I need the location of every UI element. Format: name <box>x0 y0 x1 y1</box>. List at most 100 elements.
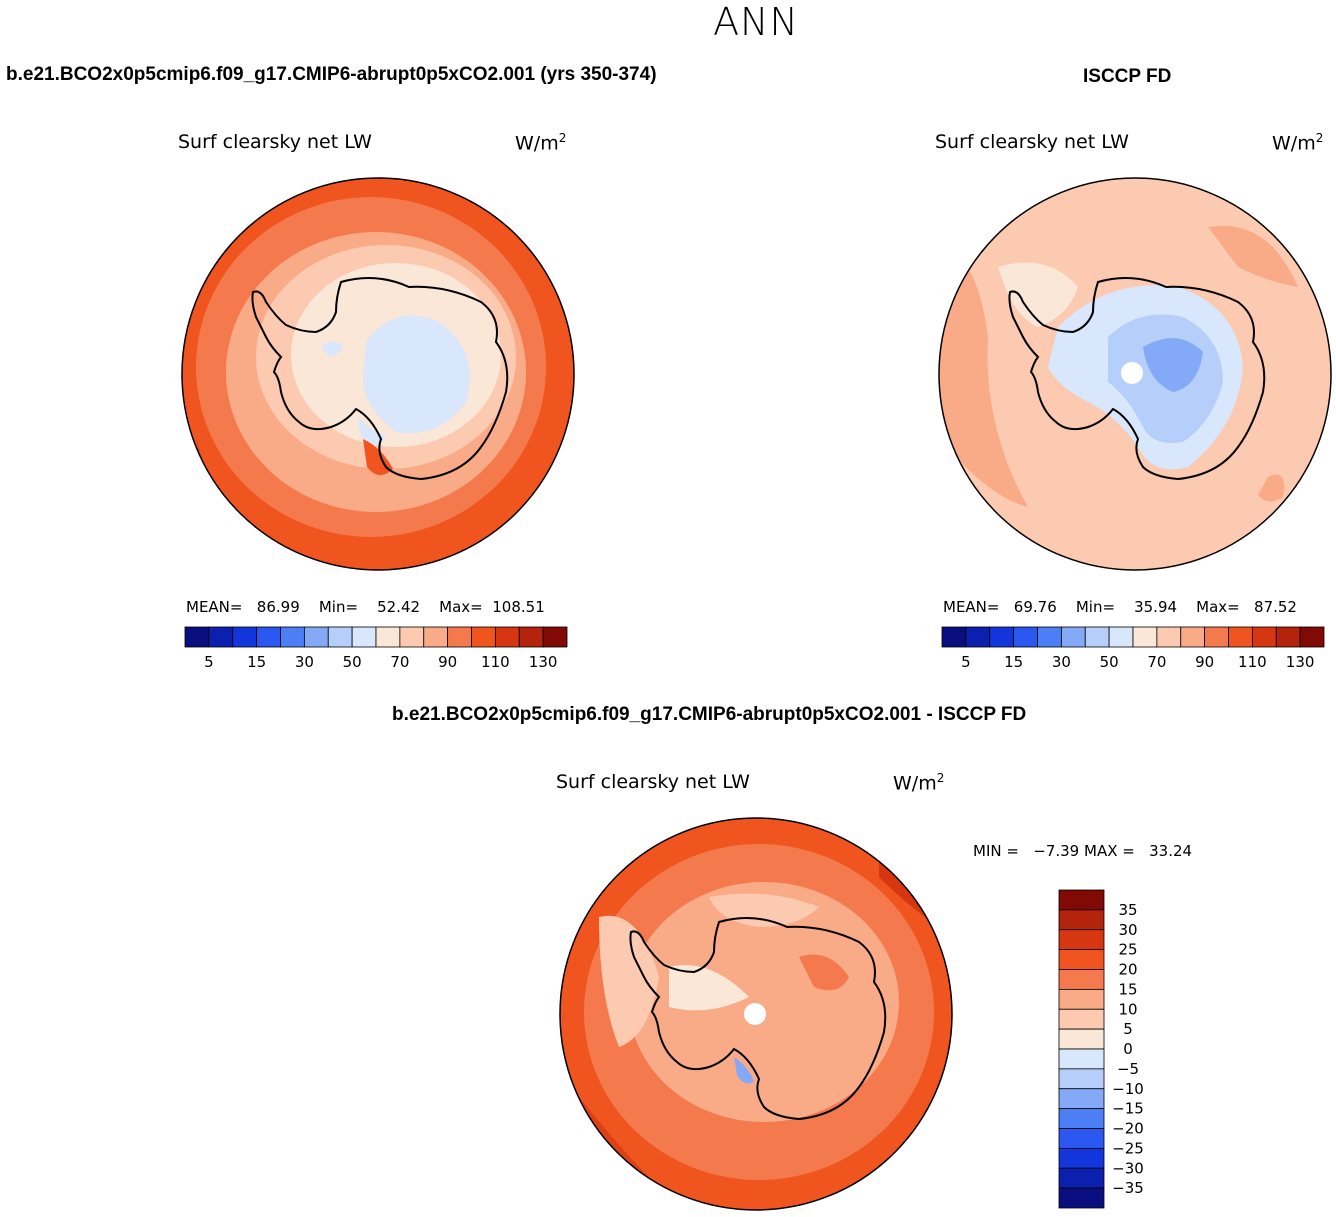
model-units-label: W/m2 <box>515 131 567 155</box>
colorbar-tick-label: 0 <box>1123 1040 1133 1058</box>
colorbar-box <box>989 626 1015 648</box>
colorbar-box <box>1058 1187 1105 1209</box>
colorbar-box <box>1084 626 1110 648</box>
colorbar-tick-label: 30 <box>295 653 314 671</box>
colorbar-tick-label: −25 <box>1112 1139 1144 1157</box>
colorbar-tick-label: 20 <box>1118 961 1137 979</box>
colorbar-box <box>1251 626 1277 648</box>
colorbar-box <box>1058 1128 1105 1149</box>
colorbar-tick-label: 35 <box>1118 901 1137 919</box>
colorbar-tick-label: 90 <box>438 653 457 671</box>
colorbar-tick-label: 90 <box>1195 653 1214 671</box>
colorbar-tick-label: 70 <box>1147 653 1166 671</box>
field-band <box>1143 338 1203 392</box>
model-stats: MEAN= 86.99 Min= 52.42 Max= 108.51 <box>186 598 545 616</box>
colorbar-box <box>518 626 544 648</box>
colorbar-tick-label: 30 <box>1118 921 1137 939</box>
colorbar-box <box>471 626 496 648</box>
coastline <box>629 917 887 1121</box>
model-map <box>181 177 575 571</box>
field-band <box>599 915 659 1047</box>
diff-field-label: Surf clearsky net LW <box>556 771 750 793</box>
colorbar-box <box>280 626 305 648</box>
field-band <box>734 1057 754 1084</box>
pole-hole <box>744 1003 766 1025</box>
colorbar-box <box>542 626 568 648</box>
map-boundary <box>559 817 953 1211</box>
colorbar-box <box>1058 1088 1105 1110</box>
diff-map <box>559 817 953 1211</box>
colorbar-box <box>1058 889 1105 911</box>
colorbar-box <box>1275 626 1301 648</box>
colorbar-tick-label: 15 <box>1004 653 1023 671</box>
colorbar-box <box>1013 626 1038 648</box>
model-case-title: b.e21.BCO2x0p5cmip6.f09_g17.CMIP6-abrupt… <box>6 64 657 85</box>
diff-units-label: W/m2 <box>893 771 945 795</box>
colorbar-box <box>1228 626 1253 648</box>
colorbar-box <box>208 626 234 648</box>
field-band <box>1208 225 1298 287</box>
colorbar-box <box>232 626 258 648</box>
colorbar-tick-label: 15 <box>1118 980 1137 998</box>
colorbar-tick-label: 70 <box>390 653 409 671</box>
colorbar-box <box>256 626 281 648</box>
colorbar-box <box>1108 626 1134 648</box>
field-band <box>629 882 899 1122</box>
field-band <box>358 417 386 446</box>
coastline <box>1008 277 1266 481</box>
field-band <box>998 262 1078 327</box>
colorbar-box <box>1037 626 1062 648</box>
colorbar-tick-label: −20 <box>1112 1120 1144 1138</box>
colorbar-box <box>1058 988 1105 1010</box>
colorbar-tick-label: 130 <box>1286 653 1315 671</box>
coastline <box>251 277 509 481</box>
obs-units-label: W/m2 <box>1272 131 1324 155</box>
colorbar-tick-label: 110 <box>1238 653 1267 671</box>
map-boundary <box>938 177 1332 571</box>
colorbar-tick-label: 10 <box>1118 1000 1137 1018</box>
colorbar-tick-label: 5 <box>1123 1020 1133 1038</box>
colorbar-box <box>447 626 472 648</box>
colorbar-tick-label: −5 <box>1117 1060 1139 1078</box>
pole-hole <box>1121 362 1143 384</box>
colorbar-tick-label: 5 <box>961 653 971 671</box>
colorbar-tick-label: 30 <box>1052 653 1071 671</box>
colorbar-box <box>1058 1167 1105 1189</box>
colorbar-box <box>1058 1108 1105 1129</box>
colorbar-box <box>1058 1028 1105 1050</box>
colorbar-tick-label: 50 <box>343 653 362 671</box>
colorbar-tick-label: 15 <box>247 653 266 671</box>
field-band <box>1258 474 1284 502</box>
colorbar-box <box>941 626 967 648</box>
colorbar-box <box>1058 1068 1105 1090</box>
model-field-label: Surf clearsky net LW <box>178 131 372 153</box>
colorbar-box <box>351 626 377 648</box>
colorbar-box <box>1058 909 1105 931</box>
field-band <box>321 341 343 357</box>
colorbar-tick-label: 110 <box>481 653 510 671</box>
colorbar-box <box>1058 1048 1105 1070</box>
colorbar-tick-label: 50 <box>1100 653 1119 671</box>
colorbar-tick-label: −10 <box>1112 1080 1144 1098</box>
obs-map <box>938 177 1332 571</box>
model-colorbar: 5 15 30 50 70 90 110 130 <box>184 626 568 671</box>
season-title: ANN <box>713 0 799 44</box>
diff-case-title: b.e21.BCO2x0p5cmip6.f09_g17.CMIP6-abrupt… <box>392 704 1027 725</box>
colorbar-tick-label: −30 <box>1112 1159 1144 1177</box>
map-boundary <box>181 177 575 571</box>
colorbar-box <box>1156 626 1182 648</box>
colorbar-tick-label: −15 <box>1112 1100 1144 1118</box>
colorbar-box <box>1204 626 1229 648</box>
field-band <box>799 954 849 991</box>
colorbar-box <box>1060 626 1086 648</box>
field-band <box>451 197 531 257</box>
colorbar-box <box>375 626 401 648</box>
colorbar-box <box>303 626 329 648</box>
colorbar-box <box>1180 626 1206 648</box>
colorbar-box <box>327 626 353 648</box>
obs-colorbar: 5 15 30 50 70 90 110 130 <box>941 626 1325 671</box>
colorbar-box <box>1058 969 1105 990</box>
diff-stats: MIN = −7.39 MAX = 33.24 <box>973 842 1193 860</box>
colorbar-box <box>1058 1008 1105 1030</box>
colorbar-box <box>184 626 210 648</box>
